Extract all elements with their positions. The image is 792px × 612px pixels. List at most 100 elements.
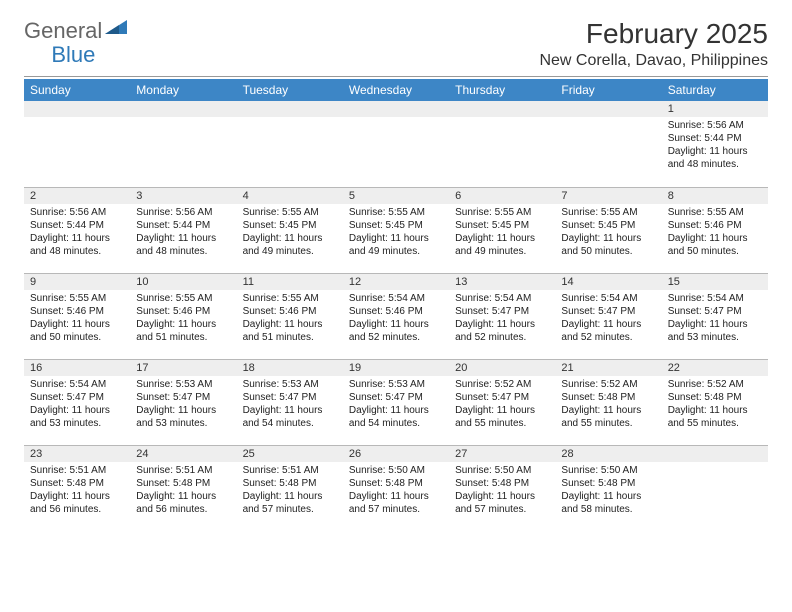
- daylight-text: Daylight: 11 hours and 50 minutes.: [30, 318, 124, 344]
- sunset-text: Sunset: 5:45 PM: [349, 219, 443, 232]
- calendar-day: 24Sunrise: 5:51 AMSunset: 5:48 PMDayligh…: [130, 445, 236, 531]
- sunrise-text: Sunrise: 5:51 AM: [136, 464, 230, 477]
- day-number: [24, 101, 130, 117]
- sunrise-text: Sunrise: 5:51 AM: [243, 464, 337, 477]
- daylight-text: Daylight: 11 hours and 52 minutes.: [349, 318, 443, 344]
- calendar-day: 20Sunrise: 5:52 AMSunset: 5:47 PMDayligh…: [449, 359, 555, 445]
- daylight-text: Daylight: 11 hours and 50 minutes.: [561, 232, 655, 258]
- day-number: 3: [130, 188, 236, 204]
- calendar-day: 4Sunrise: 5:55 AMSunset: 5:45 PMDaylight…: [237, 187, 343, 273]
- sunset-text: Sunset: 5:47 PM: [561, 305, 655, 318]
- day-details: Sunrise: 5:55 AMSunset: 5:45 PMDaylight:…: [237, 204, 343, 262]
- sunset-text: Sunset: 5:45 PM: [455, 219, 549, 232]
- sunset-text: Sunset: 5:45 PM: [243, 219, 337, 232]
- calendar-day: 14Sunrise: 5:54 AMSunset: 5:47 PMDayligh…: [555, 273, 661, 359]
- day-details: Sunrise: 5:56 AMSunset: 5:44 PMDaylight:…: [24, 204, 130, 262]
- calendar-day: 17Sunrise: 5:53 AMSunset: 5:47 PMDayligh…: [130, 359, 236, 445]
- day-number: 10: [130, 274, 236, 290]
- calendar-day: 27Sunrise: 5:50 AMSunset: 5:48 PMDayligh…: [449, 445, 555, 531]
- calendar-page: General February 2025 New Corella, Davao…: [0, 0, 792, 541]
- day-details: Sunrise: 5:54 AMSunset: 5:47 PMDaylight:…: [24, 376, 130, 434]
- calendar-day: 7Sunrise: 5:55 AMSunset: 5:45 PMDaylight…: [555, 187, 661, 273]
- sunrise-text: Sunrise: 5:56 AM: [30, 206, 124, 219]
- sunrise-text: Sunrise: 5:53 AM: [136, 378, 230, 391]
- daylight-text: Daylight: 11 hours and 48 minutes.: [668, 145, 762, 171]
- sunset-text: Sunset: 5:44 PM: [668, 132, 762, 145]
- day-details: Sunrise: 5:55 AMSunset: 5:45 PMDaylight:…: [449, 204, 555, 262]
- day-details: Sunrise: 5:53 AMSunset: 5:47 PMDaylight:…: [237, 376, 343, 434]
- day-number: 18: [237, 360, 343, 376]
- calendar-day: 10Sunrise: 5:55 AMSunset: 5:46 PMDayligh…: [130, 273, 236, 359]
- calendar-day: 3Sunrise: 5:56 AMSunset: 5:44 PMDaylight…: [130, 187, 236, 273]
- calendar-table: SundayMondayTuesdayWednesdayThursdayFrid…: [24, 79, 768, 531]
- calendar-day-empty: [343, 101, 449, 187]
- day-details: Sunrise: 5:51 AMSunset: 5:48 PMDaylight:…: [24, 462, 130, 520]
- sunrise-text: Sunrise: 5:52 AM: [668, 378, 762, 391]
- daylight-text: Daylight: 11 hours and 58 minutes.: [561, 490, 655, 516]
- logo-triangle-icon: [105, 14, 127, 40]
- daylight-text: Daylight: 11 hours and 51 minutes.: [136, 318, 230, 344]
- calendar-body: 1Sunrise: 5:56 AMSunset: 5:44 PMDaylight…: [24, 101, 768, 531]
- header-divider: [24, 76, 768, 77]
- day-details: Sunrise: 5:51 AMSunset: 5:48 PMDaylight:…: [237, 462, 343, 520]
- daylight-text: Daylight: 11 hours and 52 minutes.: [561, 318, 655, 344]
- daylight-text: Daylight: 11 hours and 56 minutes.: [136, 490, 230, 516]
- day-number: [555, 101, 661, 117]
- daylight-text: Daylight: 11 hours and 53 minutes.: [30, 404, 124, 430]
- calendar-day: 8Sunrise: 5:55 AMSunset: 5:46 PMDaylight…: [662, 187, 768, 273]
- day-header: Wednesday: [343, 79, 449, 101]
- day-details: Sunrise: 5:52 AMSunset: 5:48 PMDaylight:…: [662, 376, 768, 434]
- day-number: 23: [24, 446, 130, 462]
- day-details: Sunrise: 5:55 AMSunset: 5:46 PMDaylight:…: [130, 290, 236, 348]
- calendar-day: 6Sunrise: 5:55 AMSunset: 5:45 PMDaylight…: [449, 187, 555, 273]
- sunset-text: Sunset: 5:48 PM: [349, 477, 443, 490]
- calendar-day: 26Sunrise: 5:50 AMSunset: 5:48 PMDayligh…: [343, 445, 449, 531]
- brand-part1: General: [24, 18, 102, 44]
- daylight-text: Daylight: 11 hours and 51 minutes.: [243, 318, 337, 344]
- calendar-day: 11Sunrise: 5:55 AMSunset: 5:46 PMDayligh…: [237, 273, 343, 359]
- day-details: Sunrise: 5:53 AMSunset: 5:47 PMDaylight:…: [130, 376, 236, 434]
- brand-line2: GeBlue: [24, 42, 95, 68]
- calendar-day: 25Sunrise: 5:51 AMSunset: 5:48 PMDayligh…: [237, 445, 343, 531]
- day-number: [343, 101, 449, 117]
- sunrise-text: Sunrise: 5:54 AM: [349, 292, 443, 305]
- calendar-day: 16Sunrise: 5:54 AMSunset: 5:47 PMDayligh…: [24, 359, 130, 445]
- sunset-text: Sunset: 5:48 PM: [668, 391, 762, 404]
- sunrise-text: Sunrise: 5:50 AM: [561, 464, 655, 477]
- daylight-text: Daylight: 11 hours and 55 minutes.: [455, 404, 549, 430]
- day-number: 8: [662, 188, 768, 204]
- day-number: 20: [449, 360, 555, 376]
- sunrise-text: Sunrise: 5:50 AM: [455, 464, 549, 477]
- daylight-text: Daylight: 11 hours and 49 minutes.: [243, 232, 337, 258]
- calendar-day: 15Sunrise: 5:54 AMSunset: 5:47 PMDayligh…: [662, 273, 768, 359]
- day-number: 4: [237, 188, 343, 204]
- daylight-text: Daylight: 11 hours and 53 minutes.: [136, 404, 230, 430]
- daylight-text: Daylight: 11 hours and 55 minutes.: [561, 404, 655, 430]
- day-details: Sunrise: 5:54 AMSunset: 5:47 PMDaylight:…: [449, 290, 555, 348]
- day-details: Sunrise: 5:52 AMSunset: 5:48 PMDaylight:…: [555, 376, 661, 434]
- sunrise-text: Sunrise: 5:56 AM: [136, 206, 230, 219]
- day-details: [662, 462, 768, 468]
- sunrise-text: Sunrise: 5:53 AM: [243, 378, 337, 391]
- sunset-text: Sunset: 5:47 PM: [455, 305, 549, 318]
- day-number: 26: [343, 446, 449, 462]
- day-number: 21: [555, 360, 661, 376]
- daylight-text: Daylight: 11 hours and 48 minutes.: [30, 232, 124, 258]
- title-block: February 2025 New Corella, Davao, Philip…: [539, 18, 768, 70]
- sunrise-text: Sunrise: 5:54 AM: [668, 292, 762, 305]
- sunrise-text: Sunrise: 5:54 AM: [455, 292, 549, 305]
- sunset-text: Sunset: 5:44 PM: [30, 219, 124, 232]
- brand-logo: General: [24, 18, 127, 44]
- day-header: Saturday: [662, 79, 768, 101]
- calendar-day-empty: [555, 101, 661, 187]
- sunrise-text: Sunrise: 5:55 AM: [30, 292, 124, 305]
- day-number: 6: [449, 188, 555, 204]
- day-details: [555, 117, 661, 123]
- day-details: Sunrise: 5:56 AMSunset: 5:44 PMDaylight:…: [662, 117, 768, 175]
- day-header: Friday: [555, 79, 661, 101]
- day-number: 15: [662, 274, 768, 290]
- calendar-day: 1Sunrise: 5:56 AMSunset: 5:44 PMDaylight…: [662, 101, 768, 187]
- day-details: Sunrise: 5:50 AMSunset: 5:48 PMDaylight:…: [449, 462, 555, 520]
- daylight-text: Daylight: 11 hours and 57 minutes.: [349, 490, 443, 516]
- daylight-text: Daylight: 11 hours and 49 minutes.: [349, 232, 443, 258]
